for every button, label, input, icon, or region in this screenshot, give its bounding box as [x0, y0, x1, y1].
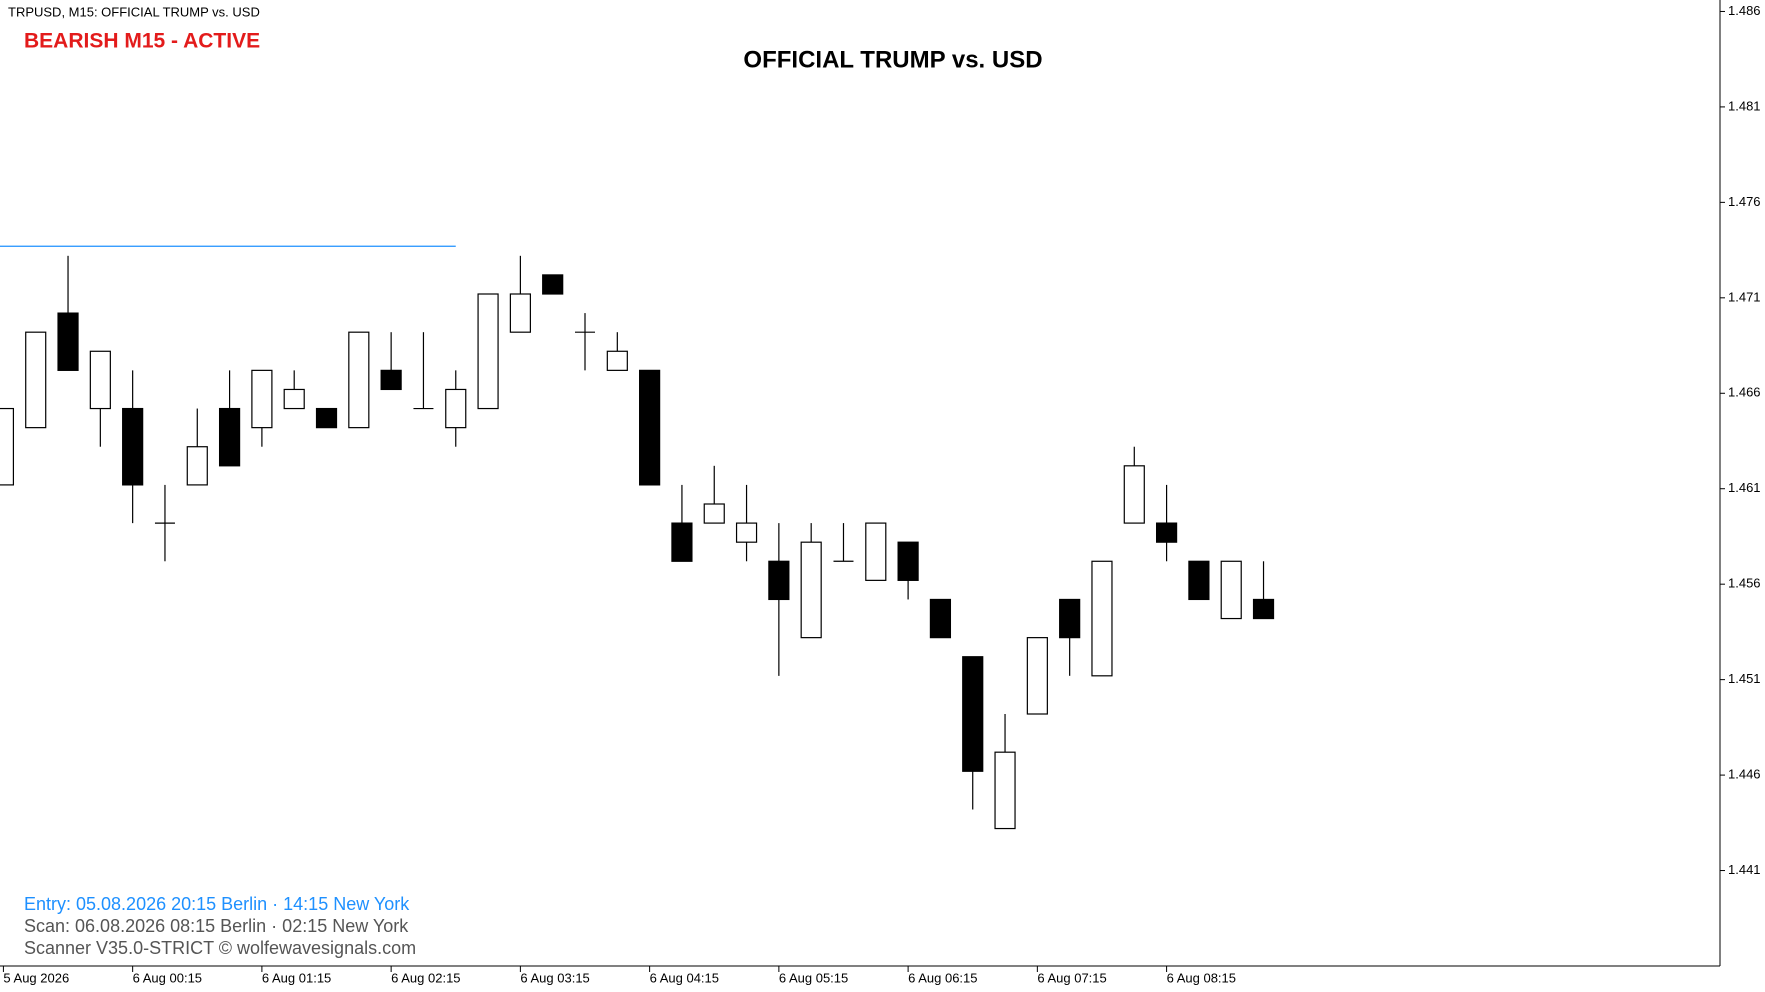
candle-body: [0, 407, 15, 486]
candle-body: [251, 369, 273, 429]
candle-body: [735, 522, 758, 543]
candle-body: [606, 350, 628, 371]
scan-note: Scan: 06.08.2026 08:15 Berlin · 02:15 Ne…: [24, 916, 409, 936]
candle-body: [671, 522, 693, 562]
candle-body: [962, 656, 984, 772]
y-tick-label: 1.486: [1728, 3, 1761, 18]
candle-body: [1252, 598, 1275, 620]
candle-body: [218, 407, 241, 467]
y-tick-label: 1.456: [1728, 576, 1761, 591]
y-tick-label: 1.441: [1728, 862, 1761, 877]
candle-body: [639, 369, 661, 486]
status-label: BEARISH M15 - ACTIVE: [24, 30, 260, 53]
candle-body: [1059, 598, 1081, 639]
x-tick-label: 6 Aug 01:15: [262, 970, 331, 985]
candle-body: [477, 293, 499, 410]
y-tick-label: 1.476: [1728, 194, 1761, 209]
candle-body: [122, 407, 144, 486]
y-tick-label: 1.451: [1728, 671, 1761, 686]
chart-header: TRPUSD, M15: OFFICIAL TRUMP vs. USD: [8, 4, 260, 19]
chart-title: OFFICIAL TRUMP vs. USD: [743, 46, 1042, 73]
x-tick-label: 6 Aug 04:15: [650, 970, 719, 985]
candle-body: [1123, 465, 1145, 524]
candle-body: [283, 388, 305, 410]
candle-body: [703, 503, 725, 524]
x-tick-label: 6 Aug 03:15: [520, 970, 589, 985]
candle-body: [897, 541, 919, 581]
candle-body: [445, 388, 467, 429]
y-tick-label: 1.446: [1728, 767, 1761, 782]
y-tick-label: 1.461: [1728, 480, 1761, 495]
candle-body: [800, 541, 822, 639]
x-tick-label: 6 Aug 05:15: [779, 970, 848, 985]
x-tick-label: 6 Aug 08:15: [1167, 970, 1236, 985]
x-tick-label: 6 Aug 02:15: [391, 970, 460, 985]
candle-body: [89, 350, 111, 410]
candle-body: [186, 446, 208, 486]
candle-body: [542, 274, 564, 295]
candle-body: [25, 331, 47, 429]
candle-body: [1026, 637, 1048, 715]
candle-body: [57, 312, 79, 371]
y-tick-label: 1.466: [1728, 385, 1761, 400]
candle-body: [1188, 560, 1210, 601]
y-tick-label: 1.481: [1728, 98, 1761, 113]
x-tick-label: 6 Aug 00:15: [133, 970, 202, 985]
candle-body: [348, 331, 370, 429]
x-tick-label: 5 Aug 2026: [3, 970, 69, 985]
candle-body: [865, 522, 887, 581]
candle-body: [994, 751, 1016, 830]
y-tick-label: 1.471: [1728, 289, 1761, 304]
candle-body: [315, 407, 338, 429]
candle-body: [1155, 522, 1178, 543]
candle-body: [1091, 560, 1113, 677]
candle-body: [768, 560, 790, 601]
x-tick-label: 6 Aug 06:15: [908, 970, 977, 985]
candle-body: [380, 369, 402, 391]
candle-body: [929, 598, 952, 639]
candle-body: [1220, 560, 1242, 620]
entry-note: Entry: 05.08.2026 20:15 Berlin · 14:15 N…: [24, 894, 410, 914]
candle-body: [509, 293, 531, 333]
x-tick-label: 6 Aug 07:15: [1037, 970, 1106, 985]
scanner-note: Scanner V35.0-STRICT © wolfewavesignals.…: [24, 938, 416, 958]
